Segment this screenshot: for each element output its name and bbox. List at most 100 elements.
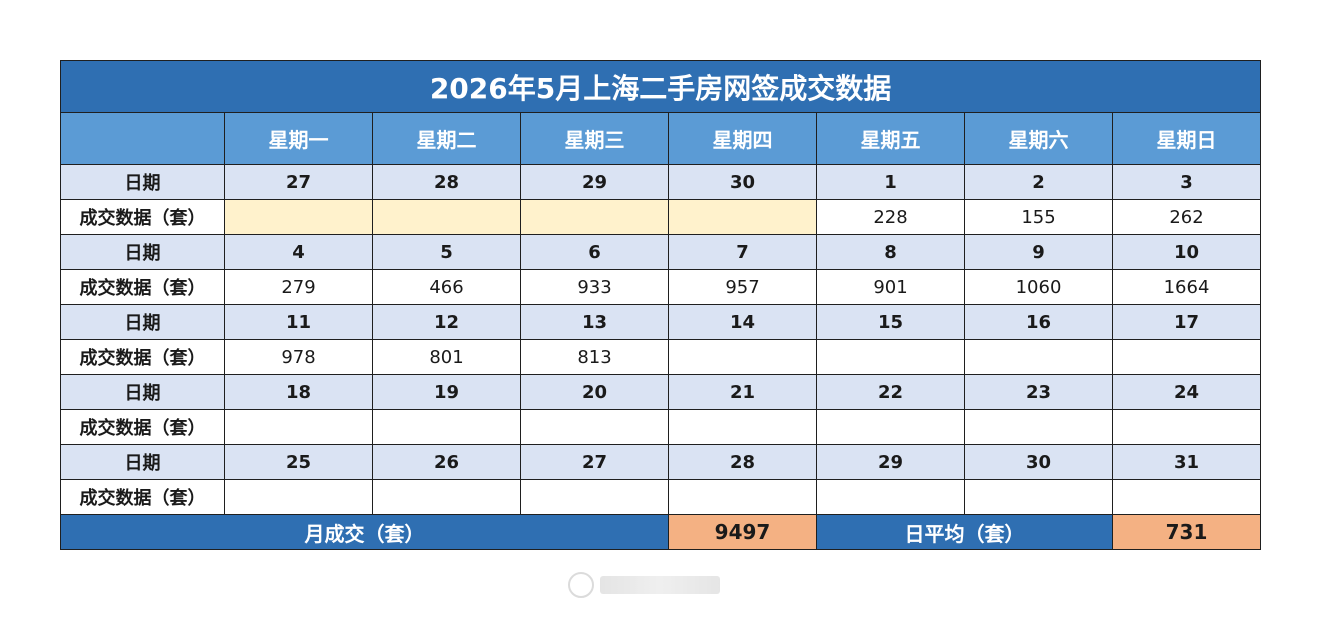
date-cell: 12 xyxy=(372,304,521,340)
transaction-cell xyxy=(372,199,521,235)
transaction-cell: 228 xyxy=(816,199,965,235)
weekday-header-sat: 星期六 xyxy=(964,112,1113,165)
date-cell: 28 xyxy=(372,164,521,200)
date-cell: 15 xyxy=(816,304,965,340)
watermark-text-blur xyxy=(600,576,720,594)
transaction-cell xyxy=(372,479,521,515)
transaction-cell xyxy=(224,409,373,445)
transaction-row: 成交数据（套） 978 801 813 xyxy=(60,339,1262,375)
header-corner-cell xyxy=(60,112,225,165)
transaction-cell: 978 xyxy=(224,339,373,375)
transaction-cell xyxy=(816,479,965,515)
date-row-label: 日期 xyxy=(60,164,225,200)
title-row: 2026年5月上海二手房网签成交数据 xyxy=(59,60,1262,113)
date-cell: 8 xyxy=(816,234,965,270)
transaction-cell xyxy=(1111,479,1262,515)
weekday-header-mon: 星期一 xyxy=(224,112,373,165)
transaction-cell: 813 xyxy=(520,339,669,375)
transaction-row: 成交数据（套） 279 466 933 957 901 1060 1664 xyxy=(60,269,1262,305)
transaction-row-label: 成交数据（套） xyxy=(60,199,225,235)
transaction-cell xyxy=(520,479,669,515)
date-cell: 30 xyxy=(668,164,817,200)
transaction-cell: 155 xyxy=(964,199,1113,235)
date-cell: 26 xyxy=(372,444,521,480)
table-title: 2026年5月上海二手房网签成交数据 xyxy=(59,60,1262,113)
transaction-cell: 1060 xyxy=(964,269,1113,305)
transaction-cell: 262 xyxy=(1111,199,1262,235)
date-cell: 9 xyxy=(964,234,1113,270)
weekday-header-sun: 星期日 xyxy=(1111,112,1262,165)
transaction-cell xyxy=(668,339,817,375)
date-cell: 17 xyxy=(1111,304,1262,340)
date-cell: 11 xyxy=(224,304,373,340)
weekday-header-wed: 星期三 xyxy=(520,112,669,165)
date-row-label: 日期 xyxy=(60,444,225,480)
transaction-cell: 933 xyxy=(520,269,669,305)
transaction-row: 成交数据（套） 228 155 262 xyxy=(60,199,1262,235)
summary-row: 月成交（套） 9497 日平均（套） 731 xyxy=(60,514,1262,550)
transaction-cell xyxy=(1111,409,1262,445)
daily-average-value: 731 xyxy=(1111,514,1262,550)
date-cell: 19 xyxy=(372,374,521,410)
date-cell: 4 xyxy=(224,234,373,270)
watermark-logo-icon xyxy=(568,572,594,598)
date-row: 日期 4 5 6 7 8 9 10 xyxy=(60,234,1262,270)
weekday-header-thu: 星期四 xyxy=(668,112,817,165)
date-row-label: 日期 xyxy=(60,234,225,270)
date-cell: 13 xyxy=(520,304,669,340)
date-cell: 27 xyxy=(224,164,373,200)
daily-average-label: 日平均（套） xyxy=(816,514,1113,550)
date-cell: 5 xyxy=(372,234,521,270)
transaction-row-label: 成交数据（套） xyxy=(60,409,225,445)
transaction-row-label: 成交数据（套） xyxy=(60,479,225,515)
date-cell: 10 xyxy=(1111,234,1262,270)
date-row-label: 日期 xyxy=(60,374,225,410)
transaction-cell xyxy=(816,409,965,445)
date-cell: 31 xyxy=(1111,444,1262,480)
date-cell: 23 xyxy=(964,374,1113,410)
transaction-row-label: 成交数据（套） xyxy=(60,269,225,305)
transaction-cell: 466 xyxy=(372,269,521,305)
transaction-row: 成交数据（套） xyxy=(60,479,1262,515)
watermark xyxy=(568,572,720,598)
date-cell: 24 xyxy=(1111,374,1262,410)
transaction-cell: 957 xyxy=(668,269,817,305)
date-cell: 18 xyxy=(224,374,373,410)
transaction-cell xyxy=(520,199,669,235)
weekday-header-row: 星期一 星期二 星期三 星期四 星期五 星期六 星期日 xyxy=(60,112,1262,165)
date-cell: 7 xyxy=(668,234,817,270)
transaction-cell xyxy=(668,199,817,235)
weekday-header-fri: 星期五 xyxy=(816,112,965,165)
transaction-cell xyxy=(964,339,1113,375)
monthly-total-label: 月成交（套） xyxy=(60,514,669,550)
transaction-cell xyxy=(372,409,521,445)
monthly-total-value: 9497 xyxy=(668,514,817,550)
transaction-cell: 801 xyxy=(372,339,521,375)
transaction-cell xyxy=(964,409,1113,445)
date-cell: 30 xyxy=(964,444,1113,480)
date-cell: 22 xyxy=(816,374,965,410)
date-cell: 6 xyxy=(520,234,669,270)
transaction-row-label: 成交数据（套） xyxy=(60,339,225,375)
date-cell: 21 xyxy=(668,374,817,410)
transaction-cell: 1664 xyxy=(1111,269,1262,305)
weekday-header-tue: 星期二 xyxy=(372,112,521,165)
date-row: 日期 11 12 13 14 15 16 17 xyxy=(60,304,1262,340)
date-cell: 14 xyxy=(668,304,817,340)
date-cell: 16 xyxy=(964,304,1113,340)
transaction-cell xyxy=(964,479,1113,515)
transaction-cell xyxy=(668,409,817,445)
date-row: 日期 27 28 29 30 1 2 3 xyxy=(60,164,1262,200)
transaction-row: 成交数据（套） xyxy=(60,409,1262,445)
date-cell: 3 xyxy=(1111,164,1262,200)
transaction-cell: 279 xyxy=(224,269,373,305)
transaction-cell: 901 xyxy=(816,269,965,305)
date-cell: 20 xyxy=(520,374,669,410)
date-row-label: 日期 xyxy=(60,304,225,340)
transaction-cell xyxy=(1111,339,1262,375)
transaction-cell xyxy=(668,479,817,515)
date-row: 日期 18 19 20 21 22 23 24 xyxy=(60,374,1262,410)
transaction-cell xyxy=(224,199,373,235)
date-cell: 25 xyxy=(224,444,373,480)
transaction-cell xyxy=(224,479,373,515)
